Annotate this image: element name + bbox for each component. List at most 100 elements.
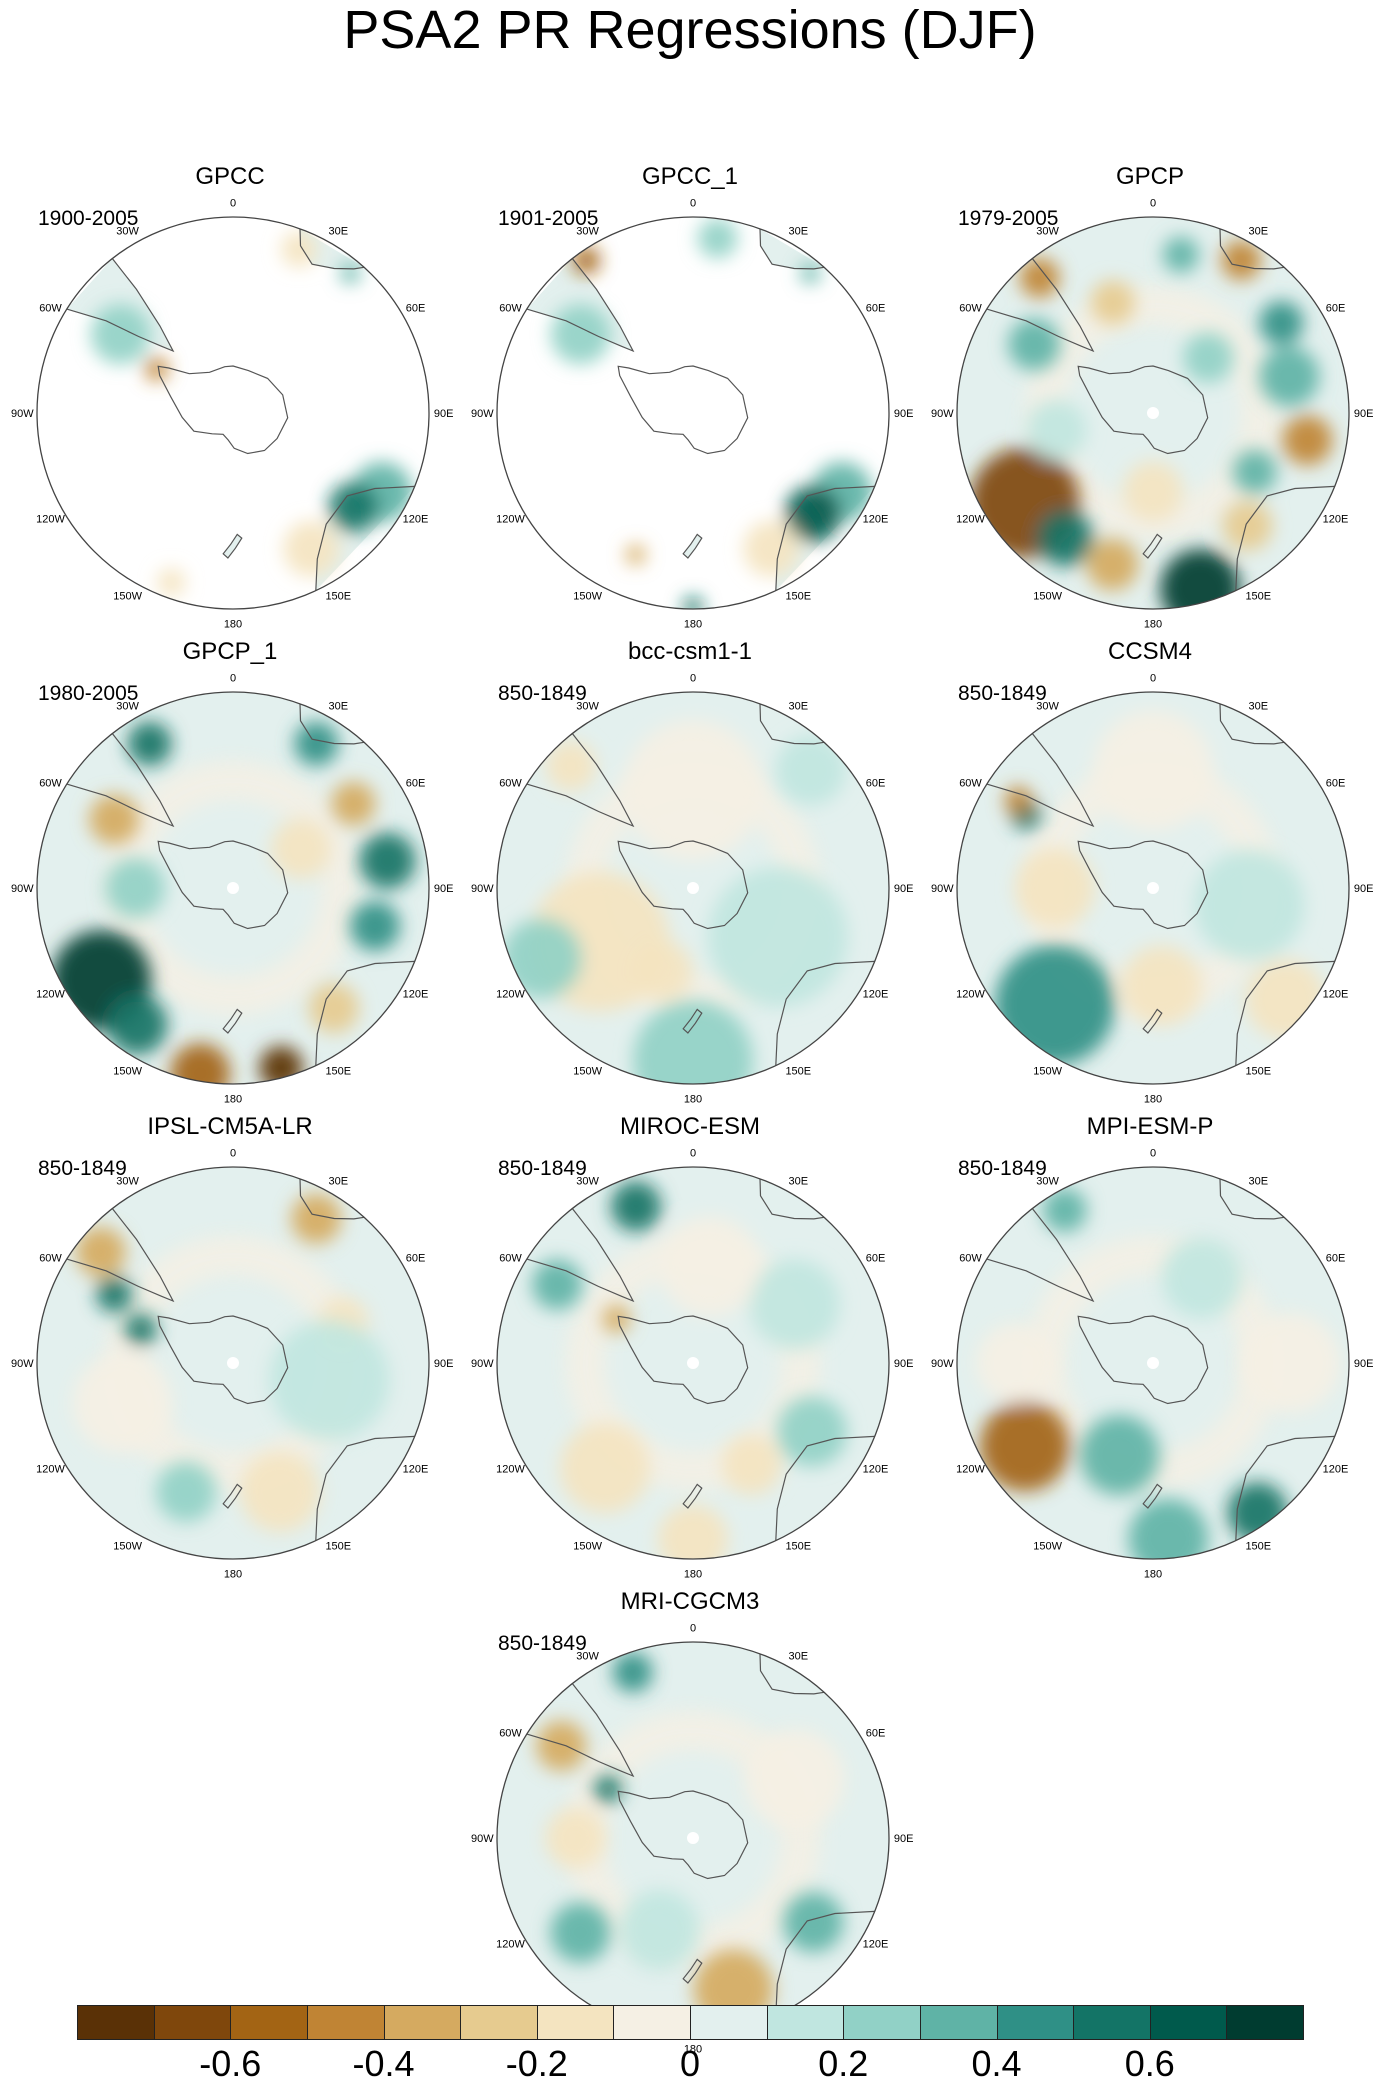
longitude-label: 90W: [931, 408, 954, 420]
anomaly-patch: [331, 781, 376, 826]
anomaly-patch: [96, 1276, 133, 1313]
coastline: [66, 258, 175, 353]
longitude-label: 0: [230, 1147, 236, 1159]
longitude-label: 150E: [1245, 1066, 1271, 1078]
anomaly-patch: [559, 1423, 650, 1514]
longitude-label: 60E: [1326, 303, 1346, 315]
coastline: [775, 960, 875, 1066]
longitude-label: 30E: [1249, 226, 1269, 238]
anomaly-patch: [144, 356, 169, 381]
land-field: [760, 228, 825, 269]
longitude-label: 150W: [573, 591, 602, 603]
longitude-label: 0: [690, 197, 696, 209]
anomaly-patch: [1079, 1415, 1160, 1496]
colorbar: [77, 2005, 1304, 2040]
anomaly-patch: [1004, 786, 1033, 815]
longitude-label: 150W: [573, 1066, 602, 1078]
pole-marker: [1147, 882, 1159, 894]
coastline: [157, 1315, 289, 1405]
coastline: [1142, 533, 1163, 559]
anomaly-patch: [170, 1043, 231, 1084]
longitude-label: 30W: [1036, 701, 1059, 713]
pole-marker: [227, 1357, 239, 1369]
longitude-label: 30W: [576, 701, 599, 713]
anomaly-patch: [744, 1729, 845, 1830]
anomaly-patch: [1259, 346, 1320, 407]
longitude-label: 150W: [1033, 591, 1062, 603]
longitude-label: 150W: [113, 1541, 142, 1553]
longitude-label: 90W: [471, 883, 494, 895]
coastline: [222, 1483, 243, 1509]
anomaly-patch: [1221, 240, 1262, 281]
longitude-label: 60E: [406, 778, 426, 790]
longitude-label: 120E: [1323, 1463, 1349, 1475]
anomaly-patch: [269, 1320, 390, 1440]
anomaly-patch: [502, 918, 582, 999]
polar-map: 0 30E 60E 90E 120E 150E 180 150W 120W 90W 60W 30W: [471, 197, 914, 630]
anomaly-patch: [281, 231, 318, 268]
anomaly-patch: [1121, 945, 1202, 1026]
coastline: [1219, 703, 1285, 745]
anomaly-patch: [536, 1720, 587, 1771]
map-panel: 0 30E 60E 90E 120E 150E 180 150W 120W 90W 60W 30W IP…: [0, 1020, 460, 1581]
longitude-label: 90W: [11, 1358, 34, 1370]
panel-title: MIROC-ESM: [620, 1113, 760, 1140]
anomaly-patch: [340, 263, 361, 284]
longitude-label: 60E: [1326, 1253, 1346, 1265]
colorbar-swatch: [1226, 2005, 1304, 2040]
longitude-label: 120E: [1323, 513, 1349, 525]
panel-title: GPCP: [1115, 163, 1184, 190]
longitude-label: 90E: [434, 408, 454, 420]
coastline: [775, 1910, 875, 2016]
polar-map: 0 30E 60E 90E 120E 150E 180 150W 120W 90W 60W 30W: [931, 1147, 1374, 1580]
map-panel: 0 30E 60E 90E 120E 150E 180 150W 120W 90W 60W 30W MI…: [460, 1020, 920, 1581]
longitude-label: 180: [1144, 1094, 1162, 1106]
anomaly-patch: [291, 1193, 342, 1244]
pole-marker: [687, 1832, 699, 1844]
panel-period: 850-1849: [958, 682, 1047, 705]
longitude-label: 120W: [496, 988, 525, 1000]
colorbar-swatch: [690, 2005, 768, 2040]
coastline: [66, 733, 175, 828]
map-panel: 0 30E 60E 90E 120E 150E 180 150W 120W 90W 60W 30W CC…: [920, 545, 1380, 1106]
polar-map: 0 30E 60E 90E 120E 150E 180 150W 120W 90W 60W 30W: [11, 1147, 454, 1580]
anomaly-patch: [546, 741, 596, 791]
anomaly-patch: [707, 867, 848, 1007]
colorbar-tick-label: -0.6: [199, 2043, 262, 2084]
longitude-label: 90W: [11, 883, 34, 895]
polar-map: 0 30E 60E 90E 120E 150E 180 150W 120W 90W 60W 30W: [471, 672, 914, 1105]
longitude-label: 150E: [325, 591, 351, 603]
coastline: [299, 703, 365, 745]
anomaly-patch: [156, 1461, 217, 1522]
longitude-label: 180: [224, 1569, 242, 1581]
anomaly-patch: [550, 304, 611, 365]
colorbar-tick-label: 0: [679, 2043, 701, 2084]
coastline: [526, 1683, 635, 1778]
longitude-label: 60E: [866, 1253, 886, 1265]
longitude-label: 30E: [1249, 701, 1269, 713]
pole-marker: [1147, 1357, 1159, 1369]
longitude-label: 30W: [116, 1176, 139, 1188]
coastline: [759, 703, 825, 745]
anomaly-patch: [89, 794, 140, 845]
panel-title: MPI-ESM-P: [1086, 1113, 1214, 1140]
anomaly-patch: [1259, 301, 1304, 346]
longitude-label: 60W: [499, 1728, 522, 1740]
anomaly-patch: [611, 1181, 661, 1232]
panel-title: GPCP_1: [182, 638, 278, 665]
coastline: [1077, 1315, 1209, 1405]
longitude-label: 180: [684, 1094, 702, 1106]
panel-period: 850-1849: [498, 1157, 587, 1180]
panel-period: 1900-2005: [38, 207, 139, 230]
anomaly-patch: [1240, 1313, 1341, 1413]
coastline: [315, 485, 415, 591]
polar-map: 0 30E 60E 90E 120E 150E 180 150W 120W 90W 60W 30W: [11, 672, 454, 1105]
longitude-label: 90W: [931, 883, 954, 895]
coastline: [1077, 365, 1209, 455]
longitude-label: 60W: [959, 1253, 982, 1265]
longitude-label: 30W: [116, 226, 139, 238]
longitude-label: 120W: [956, 988, 985, 1000]
anomaly-patch: [619, 1890, 700, 1971]
anomaly-patch: [785, 485, 842, 542]
longitude-label: 60E: [866, 303, 886, 315]
